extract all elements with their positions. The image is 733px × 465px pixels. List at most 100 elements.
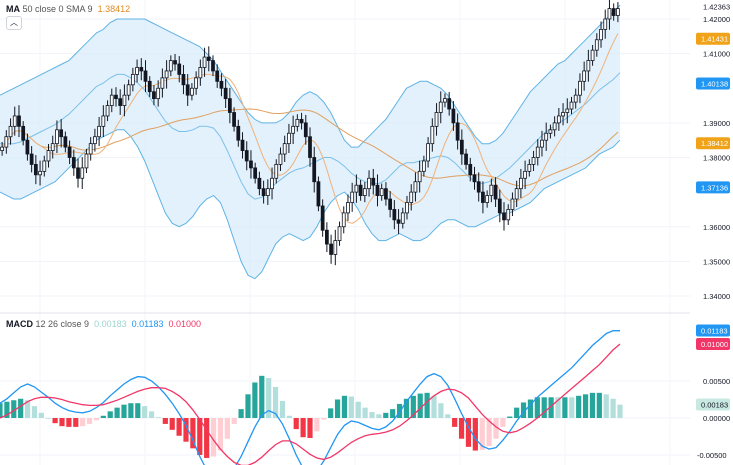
candle [497, 189, 502, 223]
histogram-bar [410, 395, 416, 418]
candle [270, 167, 274, 200]
histogram-bar [135, 403, 141, 418]
histogram-bar [100, 415, 106, 418]
chevron-up-icon: ︿ [10, 18, 18, 27]
candle [97, 116, 101, 147]
histogram-bar [272, 386, 279, 418]
candle [59, 119, 64, 148]
histogram-bar [362, 407, 368, 418]
candle [143, 60, 148, 93]
histogram-bar [0, 403, 3, 418]
candle [215, 64, 220, 88]
svg-text:0.01183: 0.01183 [701, 326, 728, 335]
candle [569, 96, 574, 115]
candle [101, 105, 106, 138]
histogram-bar [142, 406, 148, 418]
price-pane[interactable] [0, 0, 621, 280]
candle [308, 127, 312, 167]
histogram-bar [245, 394, 251, 418]
candle [430, 118, 435, 152]
histogram-bar [190, 418, 196, 449]
histogram-bar [314, 418, 320, 432]
candle [350, 182, 355, 212]
candle [438, 91, 443, 124]
candle [240, 132, 245, 159]
candle [519, 168, 523, 199]
svg-text:0.00183: 0.00183 [701, 400, 728, 409]
candle [33, 155, 38, 185]
candle [211, 55, 215, 77]
candle [616, 2, 620, 23]
candle [561, 103, 565, 126]
candle [506, 204, 511, 226]
histogram-bar [18, 398, 24, 418]
candle [126, 79, 131, 101]
histogram-bar [80, 418, 86, 427]
candle [590, 44, 595, 66]
histogram-bar [176, 418, 182, 436]
macd-legend-params: 12 26 close 9 [35, 319, 90, 329]
ma-legend-value: 1.38412 [97, 4, 131, 14]
candle [46, 143, 51, 168]
histogram-bar [307, 418, 313, 438]
candle [379, 183, 384, 201]
candle [173, 53, 177, 71]
candle [71, 149, 76, 176]
histogram-bar [548, 397, 554, 418]
histogram-bar [300, 418, 306, 438]
histogram-bar [500, 418, 506, 427]
candle [341, 206, 346, 234]
candle [12, 106, 17, 136]
histogram-bar [520, 402, 527, 418]
macd-pane[interactable] [0, 330, 623, 465]
candle [109, 88, 114, 113]
histogram-bar [479, 418, 485, 450]
candle [244, 141, 249, 171]
candle [265, 179, 270, 205]
candle [291, 115, 296, 144]
histogram-bar [562, 397, 568, 418]
candle [299, 112, 304, 130]
candle [42, 155, 47, 177]
histogram-bar [148, 411, 155, 418]
price-tick-label: 1.39000 [703, 119, 730, 128]
candle [523, 160, 527, 190]
histogram-bar [259, 375, 265, 418]
candle [434, 103, 439, 136]
histogram-bar [252, 382, 258, 418]
candle [249, 150, 253, 179]
candle [586, 49, 591, 82]
histogram-bar [321, 418, 327, 420]
histogram-bar [279, 400, 286, 418]
collapse-legend-button[interactable]: ︿ [6, 16, 22, 30]
price-axis[interactable]: 1.42000 1.41000 1.39000 1.38000 1.36000 1.350… [696, 2, 730, 301]
candle [316, 176, 321, 212]
candle [194, 71, 198, 95]
histogram-bar [589, 392, 596, 418]
candle [253, 162, 258, 184]
candle [130, 67, 135, 92]
ma-legend[interactable]: MA 50 close 0 SMA 9 1.38412 [6, 4, 130, 14]
candle [118, 89, 123, 115]
candle [346, 194, 350, 221]
candle [371, 168, 376, 195]
candle [160, 68, 165, 98]
candle [388, 191, 393, 218]
candle [485, 190, 490, 208]
candle [38, 160, 42, 186]
histogram-bar [4, 401, 10, 418]
macd-legend[interactable]: MACD 12 26 close 9 0.00183 0.01183 0.010… [6, 319, 201, 329]
histogram-bar [438, 403, 444, 418]
histogram-bar [603, 394, 609, 418]
signal-line [0, 343, 621, 465]
candle [63, 131, 68, 153]
macd-axis[interactable]: 0.00500 0.00000 -0.00500 0.01183 0.01000 0.00… [696, 324, 730, 460]
histogram-bar [527, 399, 534, 418]
candle [573, 88, 578, 109]
candle [476, 172, 481, 202]
candle [156, 80, 161, 107]
candle [303, 114, 308, 145]
candle [114, 87, 118, 107]
histogram-bar [121, 404, 127, 418]
histogram-bar [52, 418, 58, 424]
